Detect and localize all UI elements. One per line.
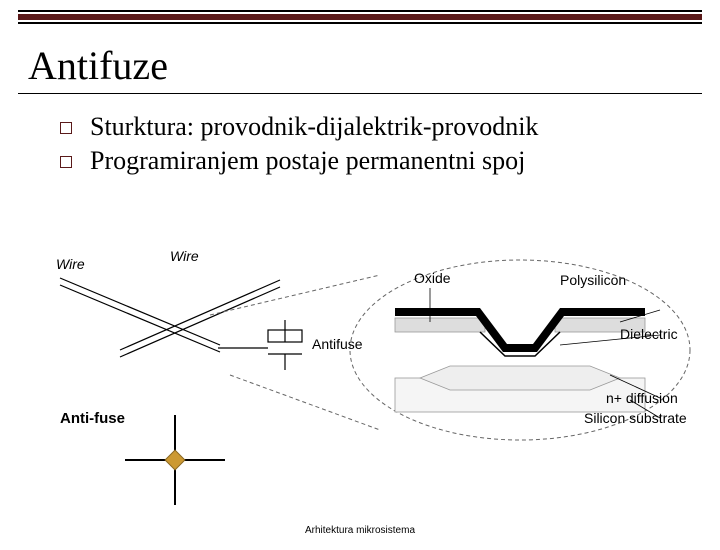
page-title: Antifuze [28, 42, 720, 89]
title-underline [18, 93, 702, 94]
bullet-icon [60, 156, 72, 168]
header-rule [18, 10, 702, 24]
bullet-text: Programiranjem postaje permanentni spoj [90, 146, 525, 176]
label-wire-right: Wire [170, 248, 199, 264]
header-rule-fill [18, 14, 702, 20]
bullet-text: Sturktura: provodnik-dijalektrik-provodn… [90, 112, 538, 142]
label-dielectric: Dielectric [620, 326, 678, 342]
label-anti-fuse: Anti-fuse [60, 410, 125, 427]
label-n-diffusion: n+ diffusion [606, 390, 678, 406]
label-antifuse: Antifuse [312, 336, 363, 352]
footer-text: Arhitektura mikrosistema [0, 525, 720, 536]
label-wire-left: Wire [56, 256, 85, 272]
label-polysilicon: Polysilicon [560, 272, 626, 288]
label-oxide: Oxide [414, 270, 451, 286]
diagram-svg [0, 250, 720, 510]
list-item: Sturktura: provodnik-dijalektrik-provodn… [60, 112, 720, 142]
label-silicon-substrate: Silicon substrate [584, 410, 687, 426]
bullet-list: Sturktura: provodnik-dijalektrik-provodn… [60, 112, 720, 176]
list-item: Programiranjem postaje permanentni spoj [60, 146, 720, 176]
bullet-icon [60, 122, 72, 134]
diagram: Wire Wire Antifuse Anti-fuse Oxide Polys… [0, 250, 720, 510]
